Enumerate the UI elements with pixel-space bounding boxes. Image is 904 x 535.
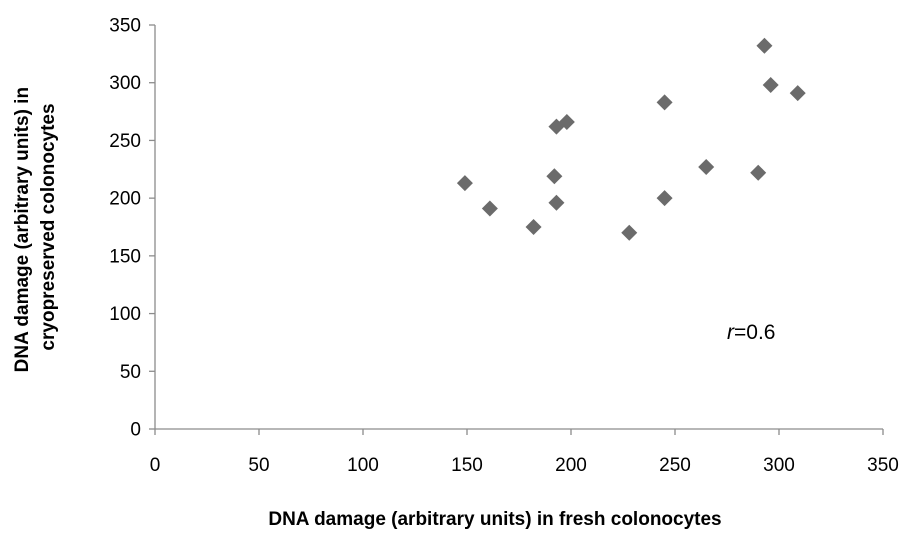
data-point [558, 113, 575, 130]
data-point [621, 224, 638, 241]
correlation-symbol: r [727, 321, 735, 344]
data-point [698, 158, 715, 175]
correlation-value: =0.6 [734, 321, 775, 344]
x-tick-label: 150 [451, 455, 483, 476]
x-ticks: 0 50 100 150 200 250 300 350 [150, 429, 899, 476]
x-tick-label: 300 [763, 455, 795, 476]
y-tick-label: 150 [109, 246, 141, 267]
y-tick-label: 350 [109, 16, 141, 37]
x-axis-title: DNA damage (arbitrary units) in fresh co… [268, 509, 721, 530]
y-tick-label: 50 [120, 362, 141, 383]
y-axis-title-line-1: DNA damage (arbitrary units) in [12, 87, 33, 372]
y-tick-label: 300 [109, 73, 141, 94]
data-point [481, 200, 498, 217]
data-point [525, 219, 542, 235]
data-point [756, 37, 773, 54]
y-tick-label: 200 [109, 189, 141, 210]
x-tick-label: 0 [150, 455, 161, 476]
y-axis-title-line-2: cryopreserved colonocytes [38, 103, 59, 350]
y-tick-label: 250 [109, 131, 141, 152]
x-tick-label: 50 [248, 455, 269, 476]
data-point [789, 85, 806, 102]
y-ticks: 0 50 100 150 200 250 300 350 [109, 16, 155, 441]
correlation-annotation: r=0.6 [727, 321, 775, 344]
x-tick-label: 250 [659, 455, 691, 476]
data-point [762, 77, 779, 94]
y-tick-label: 100 [109, 304, 141, 325]
data-point [548, 194, 565, 211]
data-points [456, 37, 806, 241]
data-point [750, 164, 767, 181]
y-axis-title: DNA damage (arbitrary units) in cryopres… [12, 82, 59, 373]
data-point [546, 168, 563, 185]
x-tick-label: 100 [347, 455, 379, 476]
axes [154, 25, 883, 430]
data-point [656, 190, 673, 207]
x-tick-label: 350 [867, 455, 899, 476]
data-point [656, 94, 673, 111]
x-tick-label: 200 [555, 455, 587, 476]
y-tick-label: 0 [130, 420, 141, 441]
data-point [456, 175, 473, 192]
